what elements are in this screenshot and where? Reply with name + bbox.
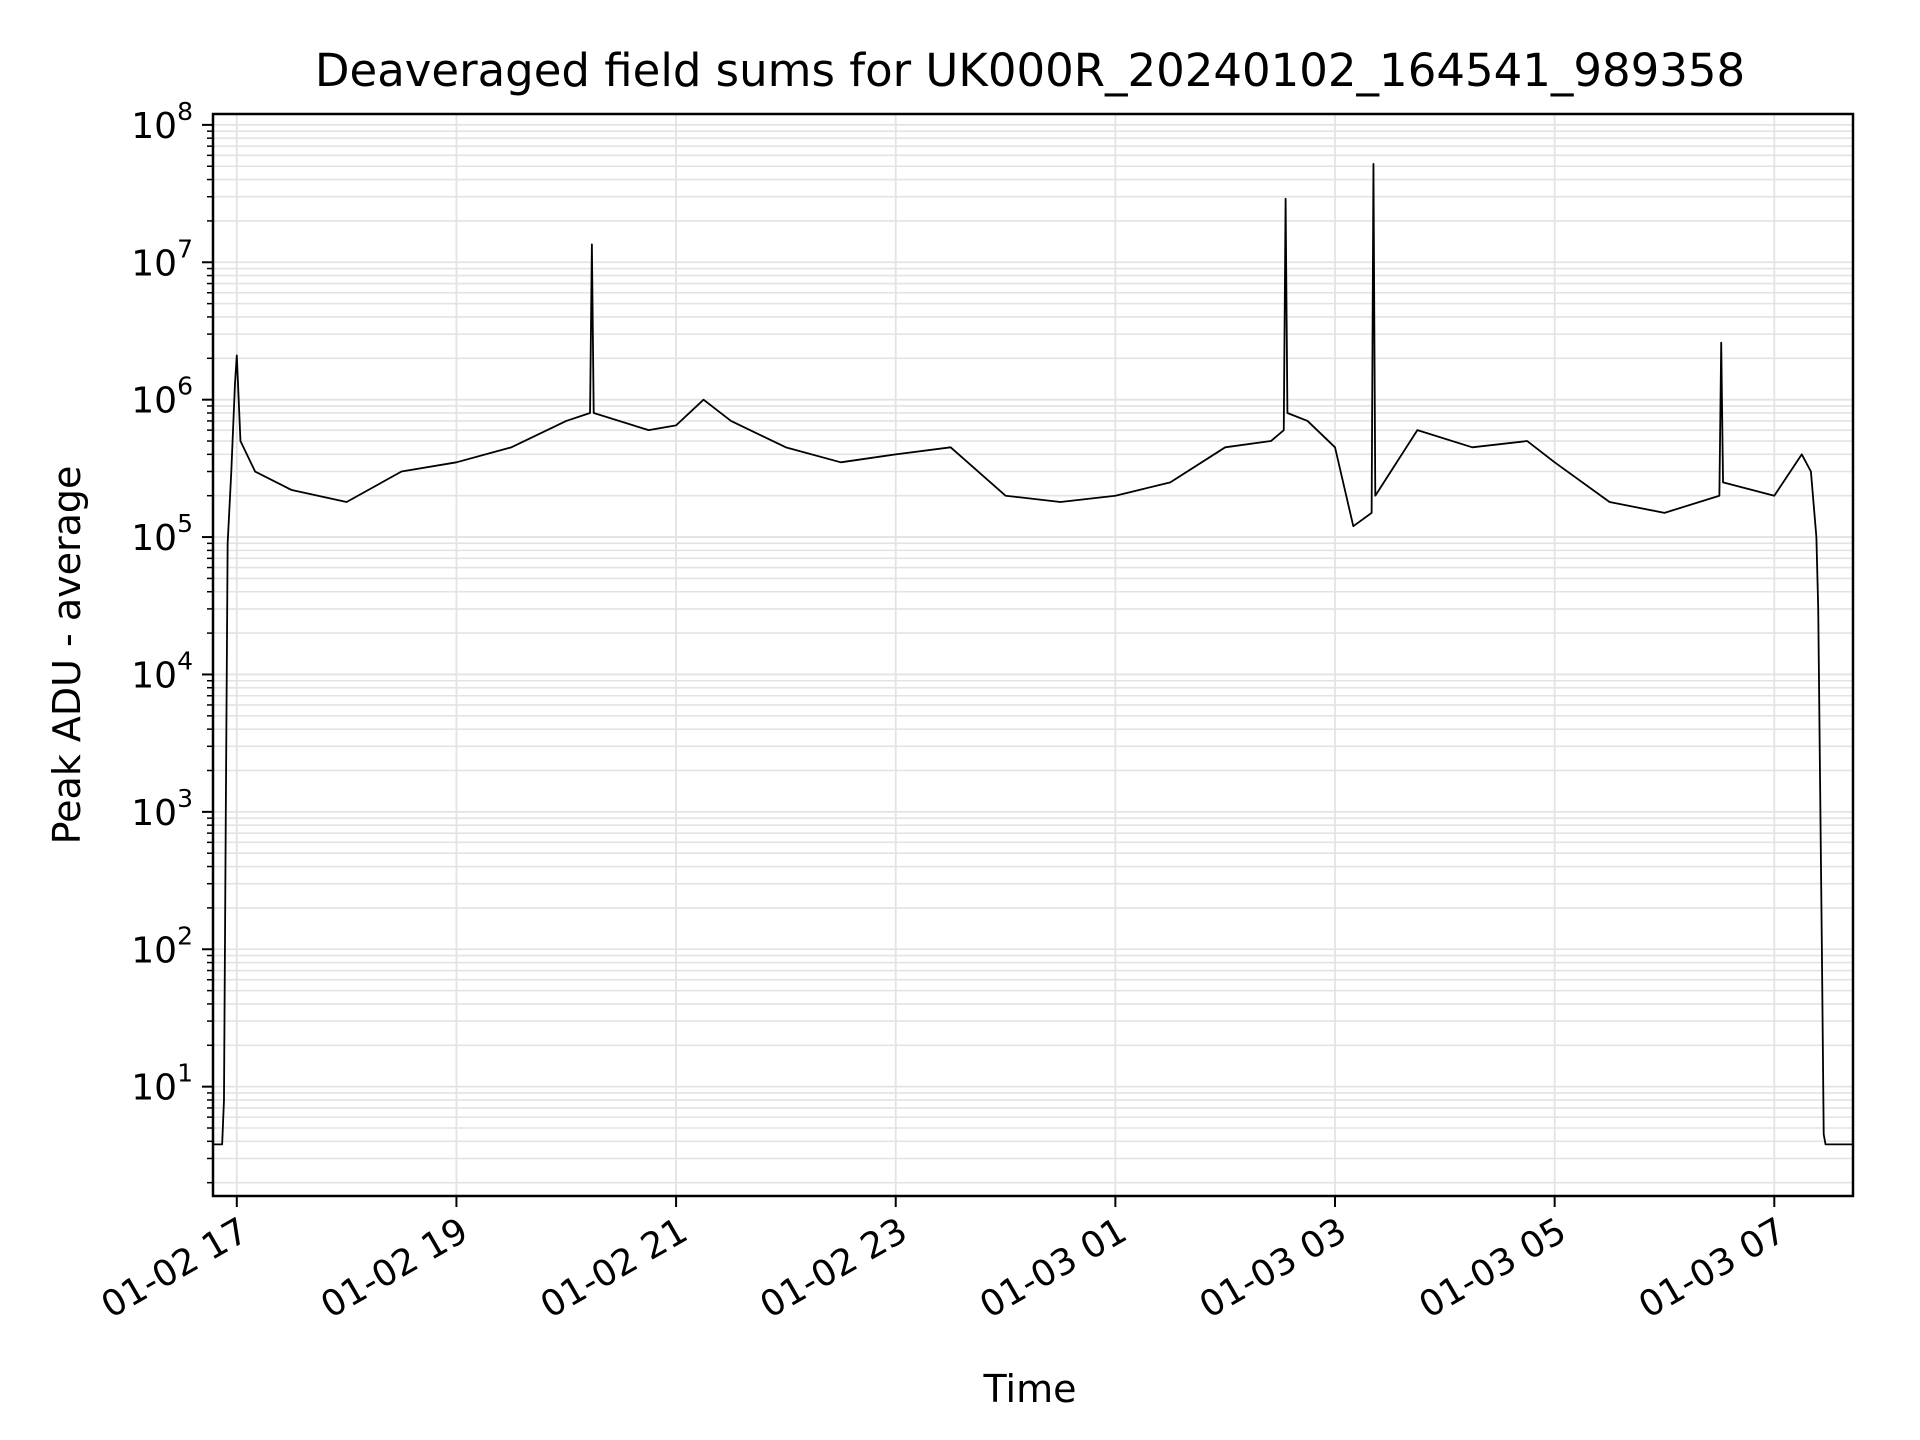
chart-title: Deaveraged field sums for UK000R_2024010… — [315, 44, 1745, 97]
y-tick-label: 102 — [131, 921, 193, 971]
y-tick-label: 101 — [131, 1059, 193, 1109]
y-axis-label: Peak ADU - average — [45, 466, 89, 845]
series-line-0 — [213, 163, 1853, 1146]
x-axis-label: Time — [983, 1367, 1077, 1411]
y-tick-label: 104 — [131, 646, 193, 696]
plot-frame — [211, 112, 1855, 1198]
grid-layer — [213, 114, 1853, 1196]
y-tick-label: 107 — [131, 234, 193, 284]
y-tick-label: 103 — [131, 784, 193, 834]
y-tick-label: 106 — [131, 372, 193, 422]
y-tick-label: 105 — [131, 509, 193, 559]
series-layer — [213, 163, 1853, 1146]
y-tick-label: 108 — [131, 97, 193, 147]
